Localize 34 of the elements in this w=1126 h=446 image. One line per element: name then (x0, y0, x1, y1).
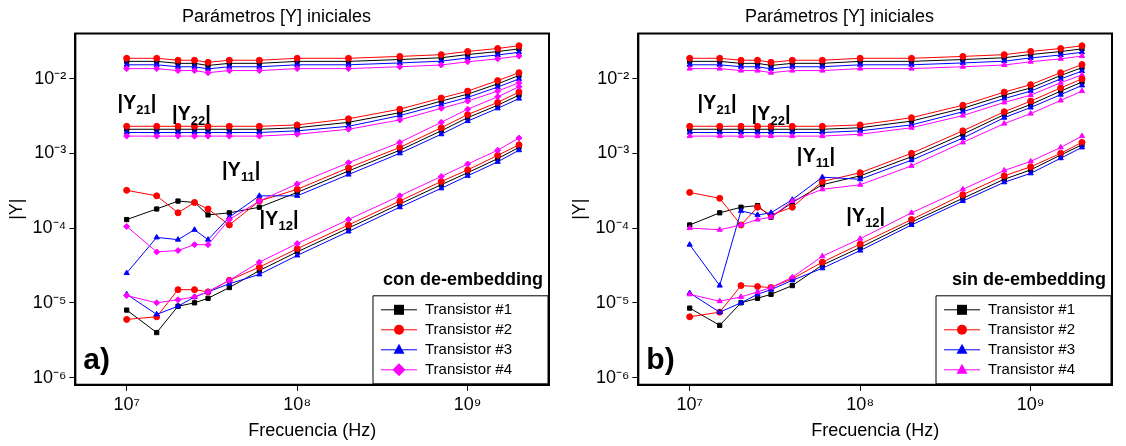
y-tick-label: 10⁻⁶ (595, 366, 630, 387)
legend-label: Transistor #1 (988, 299, 1075, 317)
annotation: b) (646, 342, 675, 376)
x-tick-label: 10⁷ (113, 393, 140, 414)
legend-label: Transistor #4 (425, 359, 512, 377)
legend-label: Transistor #1 (425, 299, 512, 317)
x-tick-label: 10⁹ (453, 393, 482, 414)
x-tick-label: 10⁷ (676, 393, 703, 414)
chart-title: Parámetros [Y] iniciales (181, 5, 372, 26)
x-tick-label: 10⁸ (846, 393, 874, 414)
y-tick-label: 10⁻⁵ (32, 291, 67, 312)
x-axis-title: Frecuencia (Hz) (248, 420, 377, 441)
y-tick-label: 10⁻⁴ (595, 217, 630, 238)
y-tick-label: 10⁻² (597, 67, 630, 88)
y-axis-title: |Y| (568, 198, 589, 220)
y-axis-title: |Y| (5, 198, 26, 220)
annotation: sin de-embedding (951, 268, 1106, 289)
y-tick-label: 10⁻³ (34, 142, 67, 163)
y-tick-label: 10⁻³ (597, 142, 630, 163)
chart-title: Parámetros [Y] iniciales (744, 5, 935, 26)
y-tick-label: 10⁻² (34, 67, 67, 88)
legend-label: Transistor #3 (988, 339, 1075, 357)
legend-label: Transistor #2 (988, 319, 1075, 337)
x-axis-title: Frecuencia (Hz) (811, 420, 940, 441)
annotation: a) (83, 342, 111, 376)
x-tick-label: 10⁹ (1016, 393, 1045, 414)
annotation: con de-embedding (383, 268, 544, 289)
legend-label: Transistor #2 (425, 319, 512, 337)
x-tick-label: 10⁸ (283, 393, 311, 414)
y-tick-label: 10⁻⁵ (595, 291, 630, 312)
y-tick-label: 10⁻⁶ (32, 366, 67, 387)
legend-label: Transistor #4 (988, 359, 1075, 377)
legend-label: Transistor #3 (425, 339, 512, 357)
y-tick-label: 10⁻⁴ (32, 217, 67, 238)
